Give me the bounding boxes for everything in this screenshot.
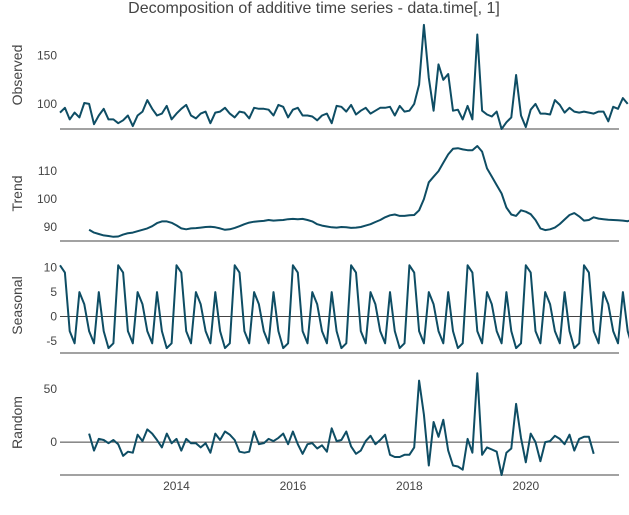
y-axis-title: Trend — [9, 175, 25, 211]
y-tick-label: 100 — [37, 97, 57, 111]
chart-title: Decomposition of additive time series - … — [128, 0, 500, 17]
x-tick-label: 2018 — [396, 479, 423, 493]
y-tick-label: -5 — [46, 334, 57, 348]
series-line-random — [88, 372, 595, 476]
y-tick-label: 150 — [37, 49, 57, 63]
y-tick-label: 10 — [44, 261, 58, 275]
panel-trend: 90 100 110 Trend — [9, 145, 629, 242]
x-tick-label: 2016 — [280, 479, 307, 493]
panel-seasonal: -5 0 5 10 Seasonal — [9, 261, 629, 354]
x-tick-label: 2020 — [512, 479, 539, 493]
series-line-seasonal — [59, 264, 629, 350]
panels: 100 150 Observed 90 100 110 Trend -5 0 5 10 Seasona… — [9, 23, 629, 476]
y-tick-label: 50 — [44, 382, 58, 396]
y-tick-label: 5 — [50, 285, 57, 299]
y-tick-label: 0 — [50, 435, 57, 449]
y-tick-label: 110 — [38, 164, 57, 178]
y-tick-label: 0 — [50, 309, 57, 323]
panel-observed: 100 150 Observed — [9, 23, 629, 130]
panel-random: 0 50 Random — [9, 372, 619, 476]
y-tick-label: 90 — [44, 220, 58, 234]
y-axis-title: Seasonal — [9, 276, 25, 334]
series-line-trend — [88, 145, 629, 238]
x-tick-label: 2014 — [163, 479, 190, 493]
y-axis-title: Observed — [9, 45, 25, 106]
series-line-observed — [59, 23, 629, 130]
y-axis-title: Random — [9, 396, 25, 449]
y-tick-label: 100 — [37, 192, 57, 206]
x-axis: 2014 2016 2018 2020 — [163, 479, 539, 493]
